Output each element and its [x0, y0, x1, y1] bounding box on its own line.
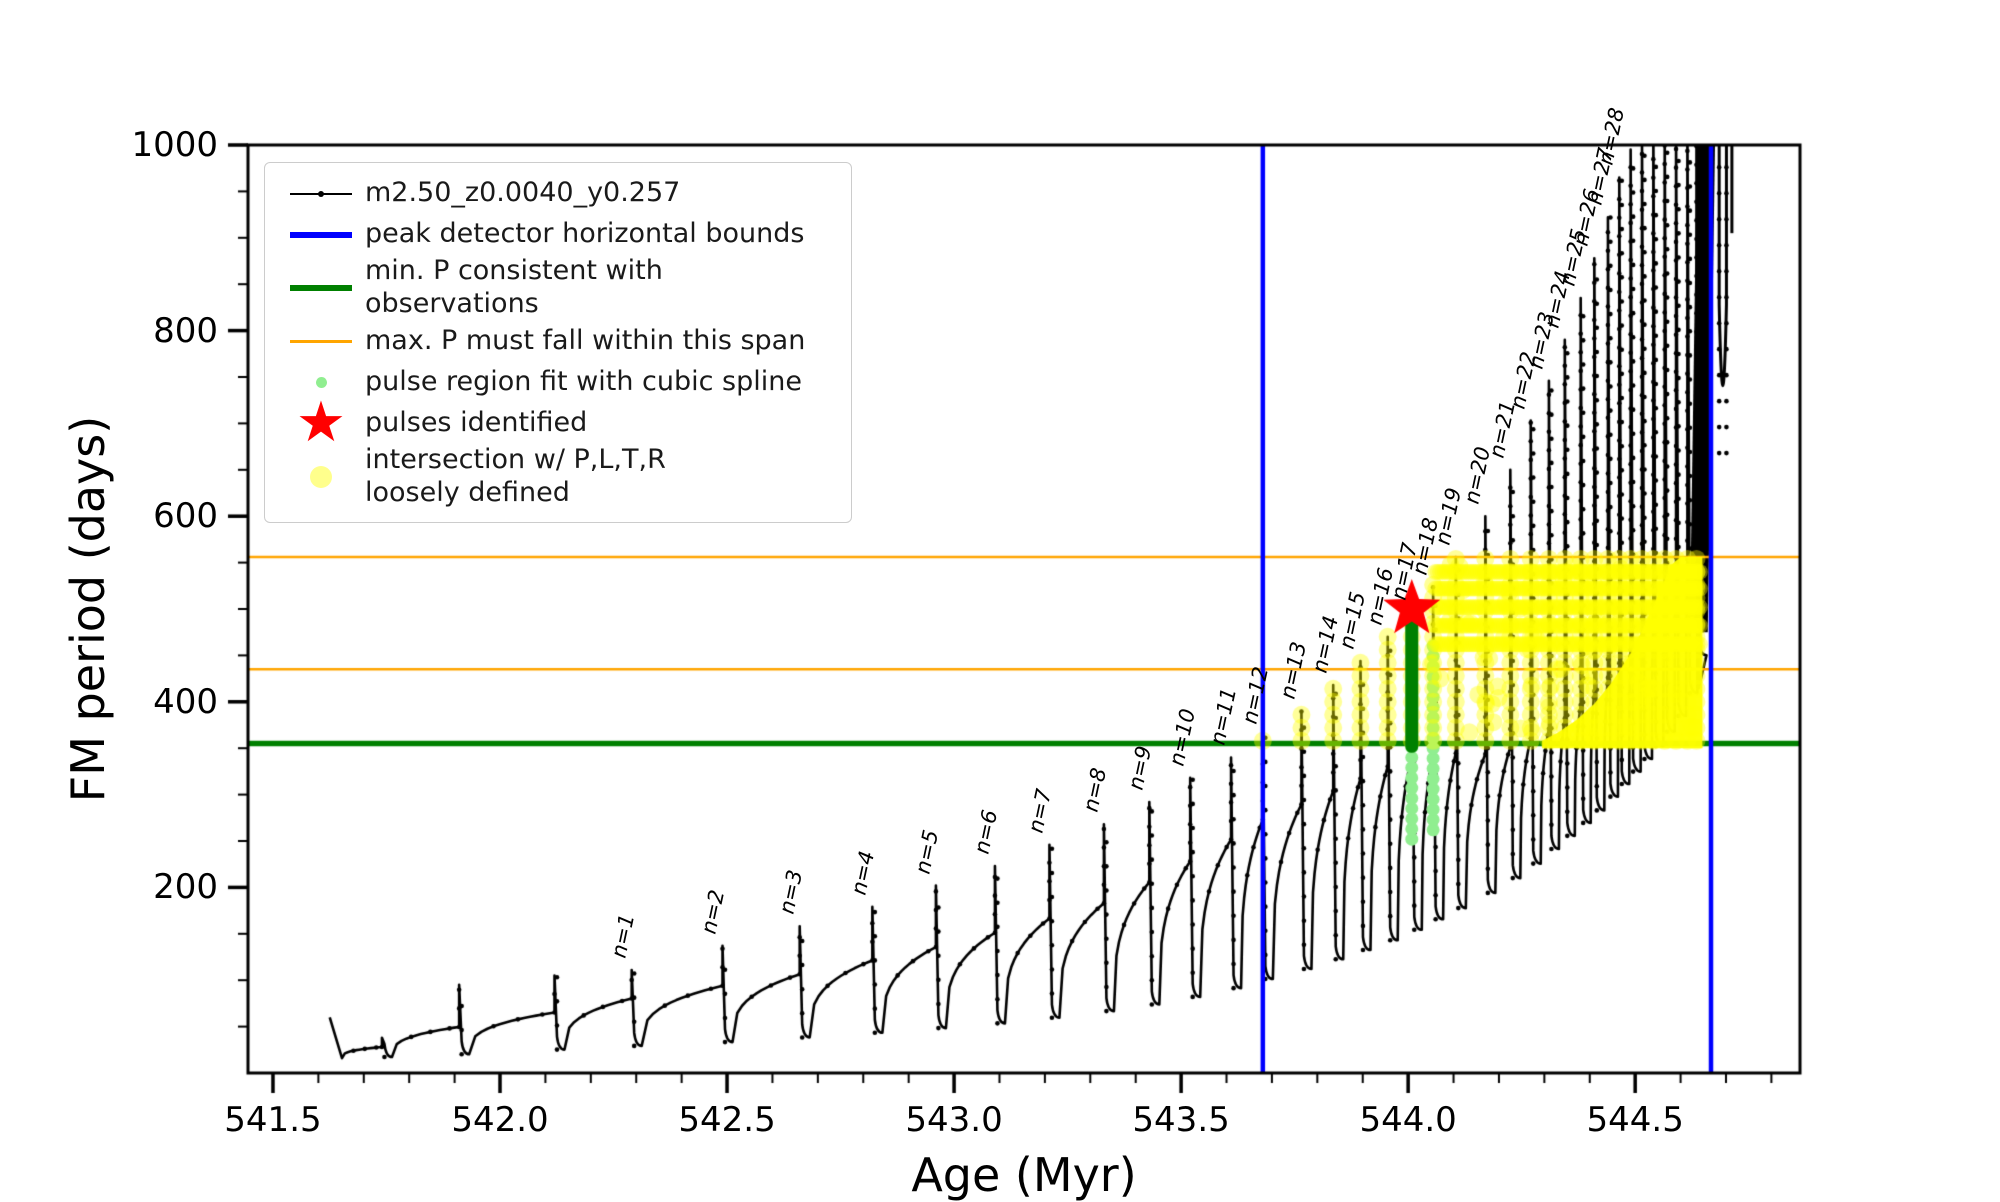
legend-label: intersection w/ P,L,T,R loosely defined — [365, 443, 666, 508]
legend-item-peak-bounds: peak detector horizontal bounds — [277, 214, 837, 255]
legend-item-pulses: ★ pulses identified — [277, 390, 837, 456]
legend-box: m2.50_z0.0040_y0.257 peak detector horiz… — [264, 162, 852, 523]
green-dot-marker-icon — [277, 376, 365, 388]
legend-item-intersection: intersection w/ P,L,T,R loosely defined — [277, 444, 837, 510]
blue-line-marker-icon — [277, 231, 365, 238]
legend-label: max. P must fall within this span — [365, 324, 806, 356]
legend-item-spline-fit: pulse region fit with cubic spline — [277, 362, 837, 403]
legend-label: m2.50_z0.0040_y0.257 — [365, 177, 681, 209]
legend-label: peak detector horizontal bounds — [365, 218, 805, 250]
legend-label: pulse region fit with cubic spline — [365, 365, 802, 397]
legend-label: min. P consistent with observations — [365, 255, 663, 319]
legend-item-max-p: max. P must fall within this span — [277, 321, 837, 362]
legend-label: pulses identified — [365, 406, 588, 438]
legend-item-track: m2.50_z0.0040_y0.257 — [277, 173, 837, 214]
orange-line-marker-icon — [277, 339, 365, 343]
black-line-dot-marker-icon — [277, 190, 365, 197]
legend-item-min-p: min. P consistent with observations — [277, 255, 837, 321]
green-line-marker-icon — [277, 284, 365, 291]
red-star-marker-icon: ★ — [295, 390, 347, 456]
yellow-dot-marker-icon — [277, 465, 365, 488]
